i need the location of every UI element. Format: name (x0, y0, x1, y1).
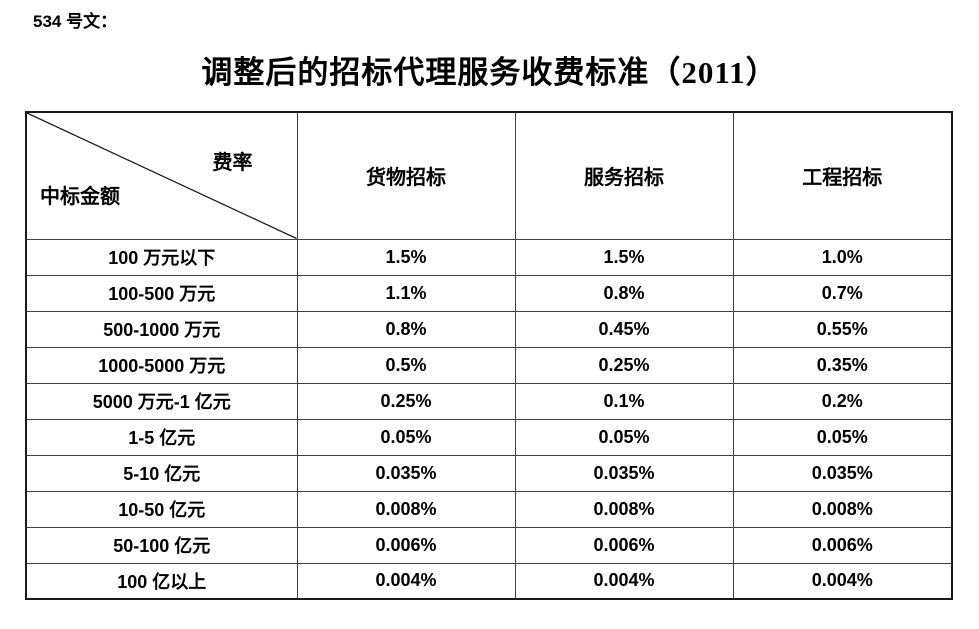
rate-cell: 0.035% (732, 454, 953, 492)
table-row: 1-5 亿元 0.05% 0.05% 0.05% (25, 418, 953, 456)
amount-cell: 1000-5000 万元 (25, 346, 298, 384)
table-row: 100 亿以上 0.004% 0.004% 0.004% (25, 562, 953, 600)
table-row: 10-50 亿元 0.008% 0.008% 0.008% (25, 490, 953, 528)
rate-cell: 0.05% (296, 418, 516, 456)
rate-cell: 1.0% (732, 238, 953, 276)
rate-cell: 0.2% (732, 382, 953, 420)
table-header-row: 费率 中标金额 货物招标 服务招标 工程招标 (25, 111, 953, 240)
rate-cell: 0.45% (514, 310, 734, 348)
rate-cell: 0.008% (296, 490, 516, 528)
column-header-services: 服务招标 (514, 111, 734, 240)
rate-cell: 1.5% (514, 238, 734, 276)
rate-cell: 0.25% (296, 382, 516, 420)
rate-cell: 0.008% (732, 490, 953, 528)
table-row: 5000 万元-1 亿元 0.25% 0.1% 0.2% (25, 382, 953, 420)
rate-cell: 0.004% (514, 562, 734, 600)
column-header-engineering: 工程招标 (732, 111, 953, 240)
rate-cell: 0.55% (732, 310, 953, 348)
table-row: 1000-5000 万元 0.5% 0.25% 0.35% (25, 346, 953, 384)
rate-cell: 0.006% (514, 526, 734, 564)
page-title: 调整后的招标代理服务收费标准（2011） (201, 55, 778, 90)
table-row: 100 万元以下 1.5% 1.5% 1.0% (25, 238, 953, 276)
rate-cell: 0.004% (296, 562, 516, 600)
rate-cell: 0.35% (732, 346, 953, 384)
amount-cell: 100 万元以下 (25, 238, 298, 276)
doc-number-label: 534 号文： (33, 12, 118, 31)
rate-cell: 0.05% (732, 418, 953, 456)
diagonal-line (27, 113, 297, 239)
rate-cell: 0.004% (732, 562, 953, 600)
amount-cell: 100-500 万元 (25, 274, 298, 312)
amount-cell: 1-5 亿元 (25, 418, 298, 456)
table-row: 100-500 万元 1.1% 0.8% 0.7% (25, 274, 953, 312)
column-header-goods: 货物招标 (296, 111, 516, 240)
corner-header-cell: 费率 中标金额 (25, 111, 298, 240)
rate-cell: 1.1% (296, 274, 516, 312)
amount-cell: 500-1000 万元 (25, 310, 298, 348)
rate-cell: 0.1% (514, 382, 734, 420)
rate-cell: 0.8% (296, 310, 516, 348)
corner-label-amount: 中标金额 (40, 185, 120, 208)
rate-cell: 1.5% (296, 238, 516, 276)
table-row: 500-1000 万元 0.8% 0.45% 0.55% (25, 310, 953, 348)
rate-cell: 0.006% (732, 526, 953, 564)
rate-cell: 0.8% (514, 274, 734, 312)
table-row: 50-100 亿元 0.006% 0.006% 0.006% (25, 526, 953, 564)
rate-cell: 0.035% (514, 454, 734, 492)
rate-cell: 0.05% (514, 418, 734, 456)
rate-cell: 0.5% (296, 346, 516, 384)
rate-cell: 0.006% (296, 526, 516, 564)
amount-cell: 50-100 亿元 (25, 526, 298, 564)
rate-cell: 0.035% (296, 454, 516, 492)
amount-cell: 5000 万元-1 亿元 (25, 382, 298, 420)
amount-cell: 5-10 亿元 (25, 454, 298, 492)
amount-cell: 100 亿以上 (25, 562, 298, 600)
amount-cell: 10-50 亿元 (25, 490, 298, 528)
rate-cell: 0.7% (732, 274, 953, 312)
rate-cell: 0.008% (514, 490, 734, 528)
rate-cell: 0.25% (514, 346, 734, 384)
table-row: 5-10 亿元 0.035% 0.035% 0.035% (25, 454, 953, 492)
fee-table: 费率 中标金额 货物招标 服务招标 工程招标 100 万元以下 1.5% 1.5… (25, 111, 953, 600)
corner-label-rate: 费率 (212, 152, 253, 174)
